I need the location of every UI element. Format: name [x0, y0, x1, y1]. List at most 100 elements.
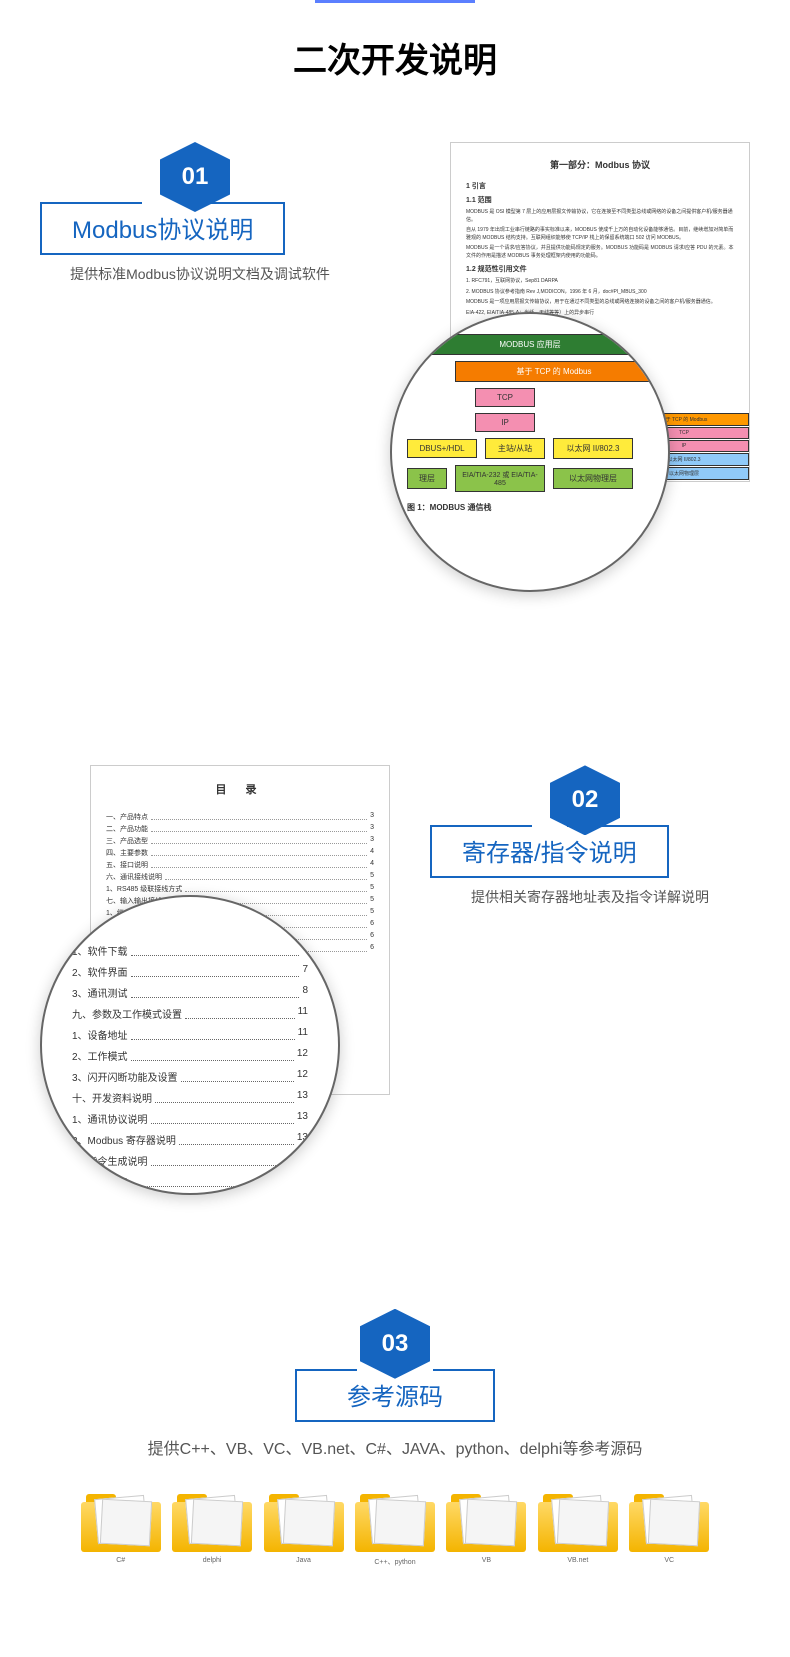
mag2-page-num: 15	[297, 1174, 308, 1189]
section3-inner: 03 参考源码	[295, 1309, 495, 1422]
mag2-text: 十、开发资料说明	[72, 1090, 152, 1105]
toc-line: 四、主要参数4	[106, 848, 374, 858]
mag2-dots	[131, 985, 300, 998]
mag2-text: 九、参数及工作模式设置	[72, 1006, 182, 1021]
folder-label: VB.net	[537, 1557, 618, 1564]
mag2-page-num: 13	[297, 1090, 308, 1105]
toc-page-num: 6	[370, 932, 374, 942]
toc-page-num: 3	[370, 824, 374, 834]
mag2-text: 1、设备地址	[72, 1027, 128, 1042]
toc-text: 1、RS485 级联接线方式	[106, 884, 182, 894]
mag2-page-num: 12	[297, 1048, 308, 1063]
folder-item: VB	[446, 1492, 527, 1567]
folder-label: VB	[446, 1557, 527, 1564]
mag-eth: 以太网 II/802.3	[553, 438, 633, 459]
doc-r1: 1. RFC791，互联网协议，Sep81 DARPA	[466, 278, 734, 286]
folder-icon	[538, 1492, 618, 1552]
toc-dots	[151, 860, 367, 868]
folder-label: C#	[80, 1557, 161, 1564]
mag2-dots	[131, 1027, 295, 1040]
subtext-01: 提供标准Modbus协议说明文档及调试软件	[40, 263, 360, 285]
doc-p4: MODBUS 是一项应用层报文传输协议，用于在通过不同类型的总线或网络连接的设备…	[466, 299, 734, 307]
mag-eia: EIA/TIA-232 或 EIA/TIA-485	[455, 465, 545, 492]
mag2-page-num: 14	[297, 1153, 308, 1168]
mag-footer: 图 1：MODBUS 通信栈	[407, 502, 653, 513]
mag2-page-num: 13	[297, 1111, 308, 1126]
mag2-text: 3、通讯测试	[72, 985, 128, 1000]
toc-line: 一、产品特点 3	[106, 812, 374, 822]
folder-icon	[355, 1492, 435, 1552]
mag2-text: 3、闪开闪断功能及设置	[72, 1069, 178, 1084]
toc-dots	[165, 872, 367, 880]
mag2-dots	[131, 943, 300, 956]
doc-p1: MODBUS 是 OSI 模型第 7 层上的应用层报文传输协议，它在连接至不同类…	[466, 209, 734, 224]
section2-right: 02 寄存器/指令说明 提供相关寄存器地址表及指令详解说明	[430, 765, 750, 908]
toc-text: 六、通讯接线说明	[106, 872, 162, 882]
section1-left: 01 Modbus协议说明 提供标准Modbus协议说明文档及调试软件	[40, 142, 360, 285]
toc-page-num: 3	[370, 812, 374, 822]
main-title: 二次开发说明	[0, 33, 790, 82]
toc-text: 二、产品功能	[106, 824, 148, 834]
mag2-line: 1、设备地址11	[72, 1027, 308, 1042]
toc-line: 1、RS485 级联接线方式 5	[106, 884, 374, 894]
mag2-text: 3、指令生成说明	[72, 1153, 148, 1168]
folder-row: C#delphiJavaC++、pythonVBVB.netVC	[80, 1492, 710, 1567]
mag2-page-num: 11	[298, 1006, 308, 1021]
folder-label: VC	[629, 1557, 710, 1564]
doc-h1: 1 引言	[466, 181, 734, 191]
mag2-dots	[151, 1153, 294, 1166]
folder-label: delphi	[171, 1557, 252, 1564]
top-underline	[315, 0, 475, 3]
mag-phy: 理层	[407, 468, 447, 489]
toc-page-num: 3	[370, 836, 374, 846]
toc-line: 三、产品选型 3	[106, 836, 374, 846]
hex-num-01: 01	[182, 163, 209, 191]
folder-item: VB.net	[537, 1492, 618, 1567]
folder-item: VC	[629, 1492, 710, 1567]
mag-ip: IP	[475, 413, 535, 432]
toc-text: 一、产品特点	[106, 812, 148, 822]
mag-tcp: TCP	[475, 388, 535, 407]
toc-text: 三、产品选型	[106, 836, 148, 846]
mag2-text: 4、指令列表	[72, 1174, 128, 1189]
mag2-text: 1、通讯协议说明	[72, 1111, 148, 1126]
doc-r2: 2. MODBUS 协议参考指南 Rev J,MODICON，1996 年 6 …	[466, 289, 734, 297]
mag2-line: 1、软件下载6	[72, 943, 308, 958]
label-box-01: Modbus协议说明	[40, 202, 285, 255]
doc-p2: 自从 1979 年出现工业串行链路的事实标准以来，MODBUS 使成千上万的自动…	[466, 227, 734, 242]
doc-title: 第一部分：Modbus 协议	[466, 158, 734, 171]
mag2-line: 2、Modbus 寄存器说明13	[72, 1132, 308, 1147]
mag2-line: 3、指令生成说明 14	[72, 1153, 308, 1168]
mag2-page-num: 12	[297, 1069, 308, 1084]
subtext-02: 提供相关寄存器地址表及指令详解说明	[430, 886, 750, 908]
toc-text: 四、主要参数	[106, 848, 148, 858]
mag-ms: 主站/从站	[485, 438, 545, 459]
toc-dots	[151, 812, 367, 820]
folder-icon	[629, 1492, 709, 1552]
doc-p3: MODBUS 是一个请求/应答协议，并且提供功能码规定的服务。MODBUS 功能…	[466, 245, 734, 260]
toc-title: 目 录	[106, 781, 374, 797]
mag2-line: 3、闪开闪断功能及设置 12	[72, 1069, 308, 1084]
magnifier-circle-01: MODBUS 应用层 基于 TCP 的 Modbus TCP IP DBUS+/…	[390, 312, 670, 592]
toc-dots	[151, 824, 367, 832]
mag2-line: 3、通讯测试8	[72, 985, 308, 1000]
toc-page-num: 5	[370, 884, 374, 894]
mag2-dots	[151, 1111, 294, 1124]
mag2-line: 2、工作模式12	[72, 1048, 308, 1063]
mag2-dots	[185, 1006, 295, 1019]
toc-page-num: 5	[370, 896, 374, 906]
mag2-line: 2、软件界面 7	[72, 964, 308, 979]
toc-line: 二、产品功能 3	[106, 824, 374, 834]
mag2-dots	[155, 1090, 294, 1103]
folder-icon	[172, 1492, 252, 1552]
folder-icon	[446, 1492, 526, 1552]
mag2-text: 2、软件界面	[72, 964, 128, 979]
section-sourcecode: 03 参考源码 提供C++、VB、VC、VB.net、C#、JAVA、pytho…	[0, 1289, 790, 1618]
mag2-page-num: 7	[302, 964, 308, 979]
doc-h2: 1.1 范围	[466, 195, 734, 205]
magnifier-circle-02: 1、软件下载6 2、软件界面 7 3、通讯测试8 九、参数及工作模式设置 11 1、设备地…	[40, 895, 340, 1195]
toc-dots	[151, 848, 367, 856]
mag-tcpmodbus: 基于 TCP 的 Modbus	[455, 361, 653, 382]
mag2-dots	[131, 1048, 294, 1061]
subtext-03: 提供C++、VB、VC、VB.net、C#、JAVA、python、delphi…	[40, 1437, 750, 1463]
